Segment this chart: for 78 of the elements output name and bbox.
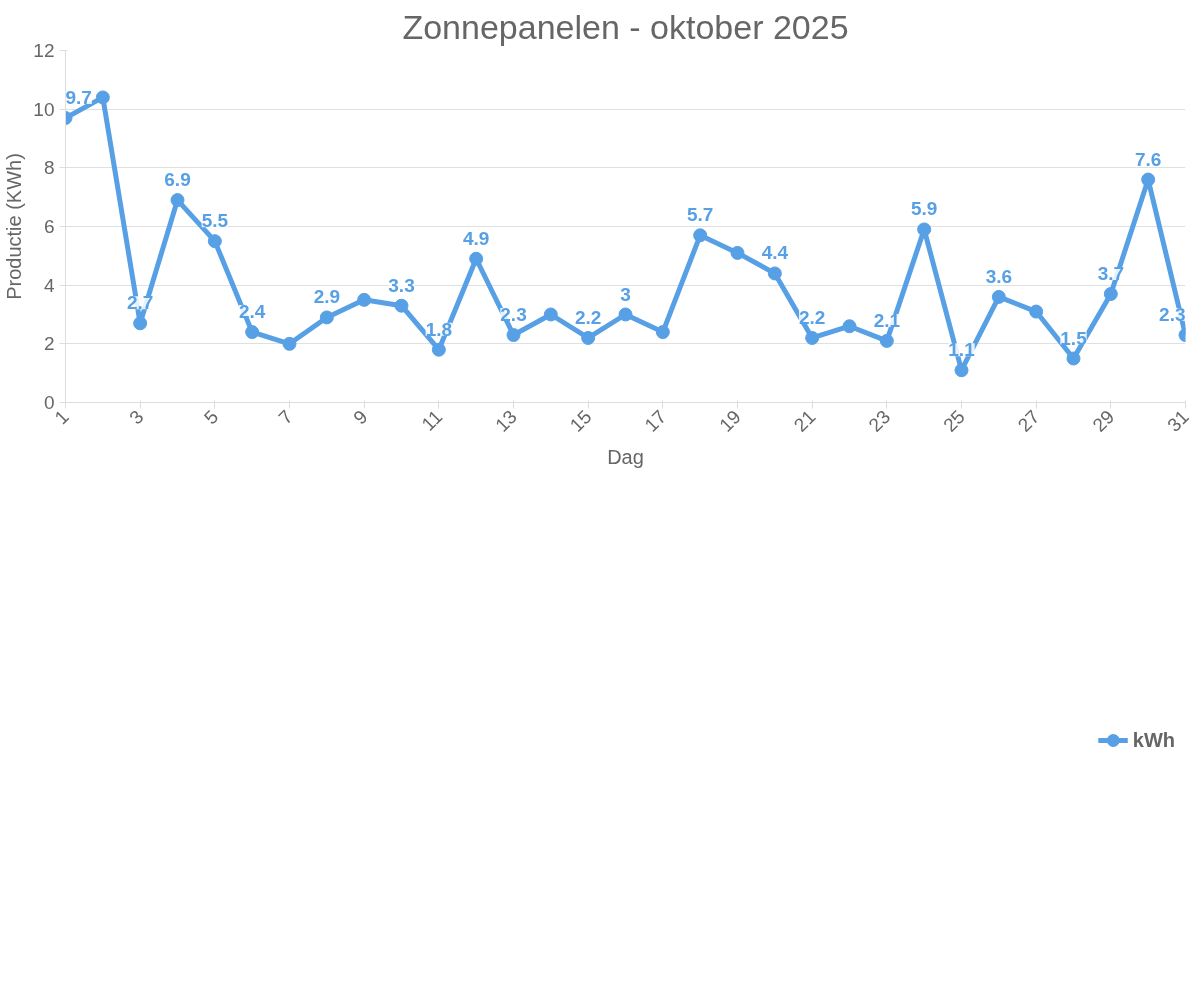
x-tick-label: 23	[864, 406, 895, 436]
point	[207, 234, 222, 249]
point	[581, 330, 596, 345]
point	[991, 289, 1006, 304]
point	[1103, 286, 1118, 301]
point	[1029, 304, 1044, 319]
x-tick-label: 11	[417, 406, 447, 435]
data-label: 2.2	[574, 306, 602, 328]
x-tick-label: 13	[491, 406, 521, 436]
data-label: 7.6	[1134, 148, 1162, 170]
point	[730, 245, 745, 260]
chart-title: Zonnepanelen - oktober 2025	[402, 7, 849, 46]
y-tick-label: 12	[33, 40, 55, 61]
data-label: 3	[620, 283, 631, 305]
data-label: 2.2	[798, 306, 826, 328]
point	[917, 222, 932, 237]
point	[693, 228, 708, 243]
data-label: 2.3	[500, 304, 527, 326]
point	[431, 342, 446, 357]
data-label: 4.9	[462, 227, 490, 249]
point	[170, 193, 185, 208]
point	[618, 307, 633, 322]
point	[842, 319, 857, 334]
legend-label: kWh	[1132, 728, 1175, 752]
point	[357, 292, 372, 307]
point	[506, 328, 521, 343]
point	[95, 90, 110, 105]
x-tick-label: 29	[1088, 406, 1119, 436]
x-tick-label: 3	[125, 406, 148, 429]
point	[767, 266, 782, 281]
point	[469, 251, 484, 266]
point	[543, 307, 558, 322]
data-label: 2.7	[126, 292, 154, 314]
x-tick-label: 27	[1013, 406, 1044, 436]
data-label: 5.5	[201, 210, 229, 232]
y-tick-label: 2	[43, 333, 55, 355]
point	[245, 325, 260, 340]
x-tick-label: 31	[1163, 406, 1193, 436]
data-label: 5.9	[910, 198, 938, 220]
point	[282, 336, 297, 351]
data-label: 6.9	[164, 169, 191, 191]
data-label: 1.8	[425, 318, 453, 340]
data-label: 3.6	[985, 265, 1013, 287]
point	[805, 330, 820, 345]
y-tick-label: 4	[43, 274, 55, 296]
x-tick-label: 7	[274, 406, 297, 429]
x-tick-label: 5	[199, 406, 223, 429]
y-axis-title: Productie (KWh)	[3, 153, 26, 300]
point	[319, 310, 334, 325]
point	[879, 333, 894, 348]
data-label: 1.5	[1060, 327, 1088, 349]
data-label: 2.1	[873, 309, 901, 331]
data-label: 3.7	[1097, 262, 1125, 284]
point	[394, 298, 409, 313]
y-tick-label: 0	[43, 392, 55, 413]
point	[1066, 351, 1081, 366]
data-label: 9.7	[65, 86, 92, 108]
x-axis-title: Dag	[607, 445, 644, 468]
point	[1141, 172, 1156, 187]
x-tick-label: 17	[640, 406, 671, 436]
data-label: 5.7	[686, 204, 714, 226]
x-tick-label: 19	[715, 406, 745, 436]
data-label: 2.9	[313, 286, 341, 308]
y-tick-label: 10	[33, 98, 55, 120]
y-tick-label: 8	[43, 157, 55, 179]
x-tick-label: 21	[789, 406, 820, 436]
data-label: 2.4	[238, 301, 266, 323]
y-tick-label: 6	[43, 216, 55, 237]
data-label: 2.3	[1159, 304, 1186, 326]
x-tick-label: 9	[349, 406, 372, 429]
data-label: 1.1	[948, 339, 976, 361]
data-label: 4.4	[761, 242, 789, 264]
data-label: 3.3	[388, 274, 415, 296]
x-tick-label: 25	[939, 406, 969, 436]
point	[954, 363, 969, 378]
x-tick-label: 15	[565, 406, 596, 436]
point	[655, 325, 670, 340]
point	[133, 316, 148, 331]
